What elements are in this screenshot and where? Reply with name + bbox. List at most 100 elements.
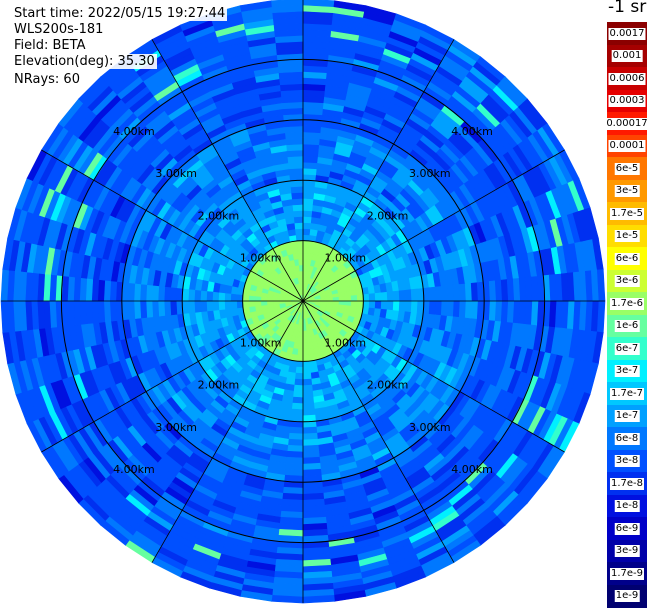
ppi-grid (1, 0, 605, 603)
range-gate-cell (291, 197, 304, 206)
range-gate-cell (287, 155, 304, 164)
range-gate-cell (302, 378, 313, 386)
colorbar-cell: 0.001 (607, 44, 647, 68)
colorbar-cell: 0.00017 (605, 112, 647, 135)
range-gate-cell (266, 300, 274, 306)
range-gate-cell (302, 414, 316, 423)
range-gate-cell (302, 390, 314, 398)
range-gate-cell (410, 300, 419, 314)
range-gate-cell (302, 222, 312, 230)
range-gate-cell (302, 179, 316, 188)
range-gate-cell (271, 0, 304, 8)
range-gate-cell (302, 402, 315, 411)
colorbar-tick-label: 1e-5 (614, 230, 640, 242)
colorbar-title: -1 sr (608, 0, 647, 17)
range-gate-cell (452, 300, 461, 318)
range-gate-cell (295, 360, 304, 368)
range-gate-cell (288, 432, 304, 441)
colorbar-cell: 1e-5 (607, 224, 647, 248)
range-ring-label: 3.00km (409, 167, 451, 180)
range-gate-cell (302, 228, 311, 236)
start-time-label: Start time: 2022/05/15 19:27:44 (12, 6, 228, 21)
range-gate-cell (193, 289, 202, 302)
range-gate-cell (410, 288, 419, 302)
range-gate-cell (290, 414, 304, 423)
range-ring-labels: 1.00km 1.00km 1.00km 1.00km 2.00km 2.00km 2.00… (113, 125, 493, 476)
colorbar-tick-label: 6e-8 (614, 432, 640, 445)
range-gate-cell (286, 450, 304, 459)
range-ring-label: 2.00km (367, 209, 409, 222)
range-gate-cell (292, 390, 304, 398)
range-gate-cell (386, 300, 394, 311)
colorbar-tick-label: 1.7e-8 (609, 477, 645, 490)
range-gate-cell (350, 300, 358, 308)
field-label: Field: BETA (12, 38, 88, 53)
azimuth-spoke (41, 149, 304, 302)
range-gate-cell (368, 300, 376, 309)
colorbar-tick-label: 0.00017 (605, 117, 647, 130)
elevation-label: Elevation(deg): 35.30 (12, 54, 157, 69)
range-gate-cell (392, 290, 400, 302)
range-gate-cell (293, 216, 304, 224)
colorbar-tick-label: 1.7e-5 (609, 207, 645, 220)
colorbar: 0.0017 0.001 0.0006 0.0003 0.00017 0.0001 6e-5… (605, 22, 647, 608)
range-gate-cell (302, 324, 307, 332)
range-gate-cell (224, 292, 232, 302)
range-gate-cell (181, 300, 190, 314)
colorbar-cell: 3e-7 (607, 359, 647, 383)
colorbar-cell: 1.7e-8 (607, 472, 647, 495)
range-gate-cell (404, 300, 413, 313)
colorbar-tick-label: 0.001 (611, 50, 643, 62)
range-gate-cell (248, 294, 256, 302)
ppi-range-gates (0, 0, 606, 604)
range-gate-cell (187, 288, 196, 302)
range-gate-cell (242, 294, 250, 302)
range-gate-cell (392, 300, 400, 312)
azimuth-spoke (302, 300, 455, 563)
range-ring-label: 1.00km (325, 252, 367, 265)
range-gate-cell (302, 396, 315, 405)
range-gate-cell (446, 300, 455, 318)
range-gate-cell (287, 438, 304, 447)
range-gate-cell (302, 366, 311, 374)
range-gate-cell (302, 342, 309, 350)
range-gate-cell (380, 291, 388, 302)
azimuth-spoke (302, 300, 565, 453)
range-gate-cell (356, 300, 364, 308)
range-ring-label: 4.00km (113, 125, 155, 138)
range-gate-cell (302, 161, 318, 170)
range-gate-cell (295, 228, 304, 236)
colorbar-cell: 6e-5 (607, 157, 647, 180)
range-gate-cell (151, 284, 160, 302)
range-gate-cell (295, 366, 304, 374)
colorbar-cell: 1.7e-5 (607, 202, 647, 225)
range-gate-cell (145, 300, 154, 318)
azimuth-spoke (302, 39, 455, 302)
range-gate-cell (350, 294, 358, 302)
range-gate-cell (302, 191, 315, 200)
range-gate-cell (295, 234, 304, 242)
range-gate-cell (242, 300, 250, 308)
colorbar-tick-label: 1e-6 (614, 320, 640, 332)
range-gate-cell (302, 438, 319, 447)
azimuth-spoke (151, 39, 304, 302)
colorbar-tick-label: 6e-6 (614, 252, 640, 265)
azimuth-spoke (302, 149, 565, 302)
range-ring-label: 1.00km (240, 336, 282, 349)
range-gate-cell (452, 284, 461, 302)
range-gate-cell (260, 300, 268, 306)
range-gate-cell (286, 143, 304, 152)
range-ring-label: 2.00km (198, 379, 240, 392)
colorbar-cell: 6e-8 (607, 427, 647, 450)
range-gate-cell (440, 300, 449, 317)
colorbar-tick-label: 3e-9 (614, 545, 640, 557)
range-gate-cell (362, 300, 370, 309)
range-ring-label: 4.00km (451, 125, 493, 138)
range-ring-label: 1.00km (240, 252, 282, 265)
colorbar-cell: 0.0017 (607, 22, 647, 45)
range-gate-cell (302, 167, 318, 176)
range-gate-cell (193, 300, 202, 313)
range-gate-cell (169, 286, 178, 302)
colorbar-tick-label: 1.7e-6 (609, 297, 645, 310)
range-gate-cell (302, 360, 311, 368)
